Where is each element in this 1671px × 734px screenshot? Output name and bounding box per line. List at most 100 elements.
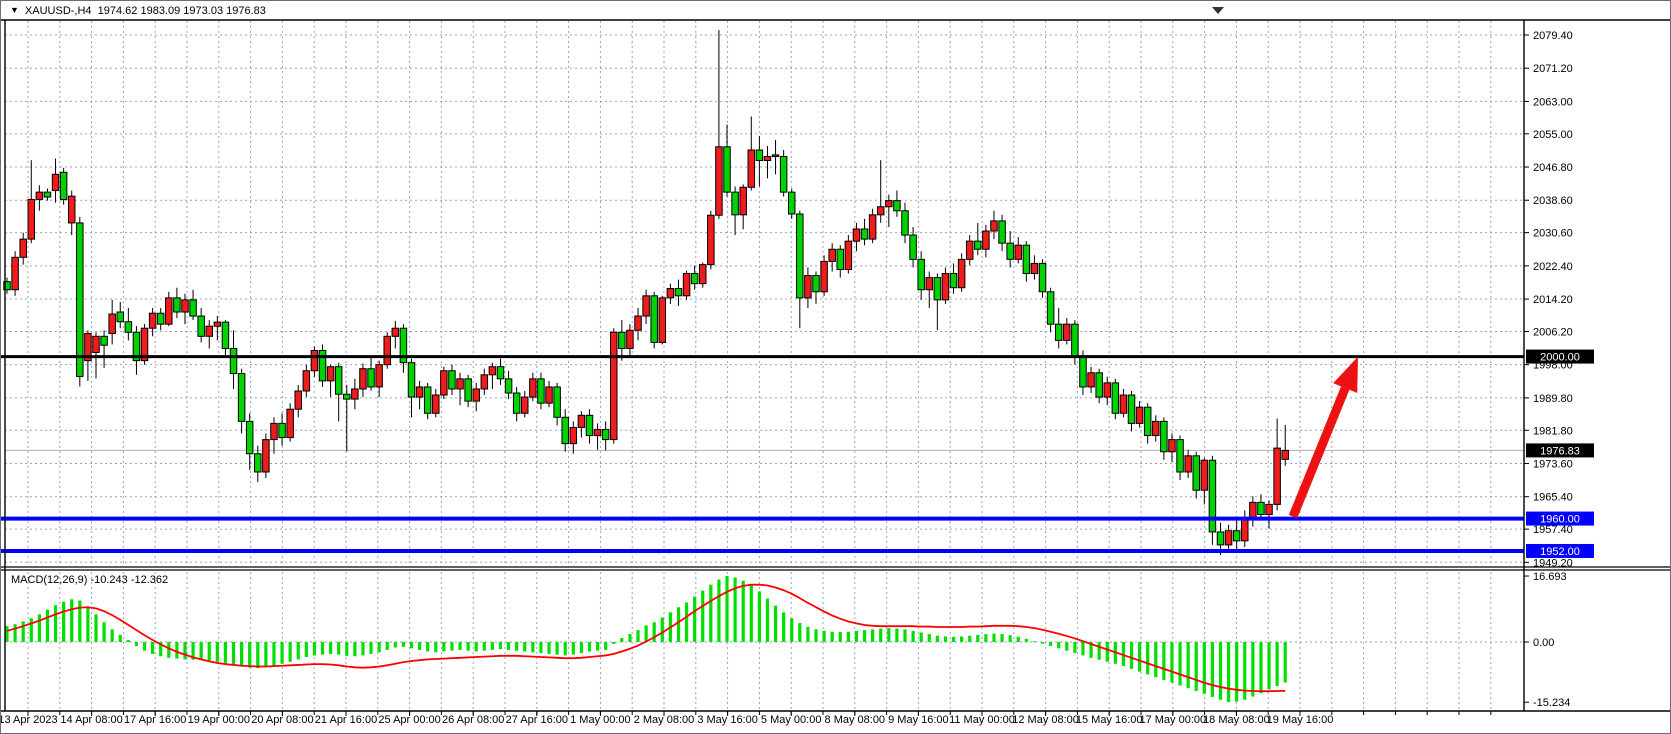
macd-histogram-bar <box>539 642 543 654</box>
candlesticks <box>3 30 1289 556</box>
price-badge-1952.00 <box>1526 543 1594 558</box>
candle-body-bear <box>787 191 796 215</box>
macd-histogram-bar <box>207 642 211 661</box>
macd-histogram-bar <box>612 642 616 644</box>
candle-body-bear <box>618 331 626 349</box>
pane-borders <box>1 19 1670 712</box>
macd-histogram-bar <box>1024 638 1028 642</box>
arrow-shaft[interactable] <box>1288 386 1350 519</box>
candle-body-bull <box>521 396 529 414</box>
macd-histogram-bar <box>903 629 907 642</box>
macd-histogram-bar <box>838 632 842 642</box>
macd-histogram-bar <box>555 642 559 655</box>
macd-histogram-bar <box>1251 642 1255 697</box>
price-axis: 2079.40 2071.20 2063.00 2055.00 2046.80 2038.… <box>1524 30 1573 569</box>
macd-histogram-bar <box>1065 642 1069 651</box>
candle-body-bear <box>755 149 764 162</box>
macd-histogram-bar <box>345 642 349 656</box>
macd-histogram-bar <box>1032 641 1037 643</box>
time-tick-label: 17 Apr 16:00 <box>124 714 186 726</box>
price-tick-label: 1965.40 <box>1533 492 1573 504</box>
macd-histogram-bar <box>175 642 179 659</box>
macd-histogram-bar <box>1178 642 1182 686</box>
candle-body-bull <box>294 390 302 410</box>
macd-histogram-bar <box>94 614 98 642</box>
candle-body-bear <box>76 222 84 377</box>
chart-shift-marker[interactable] <box>1212 7 1224 14</box>
macd-histogram-bar <box>183 642 187 660</box>
candle-body-bull <box>84 332 92 362</box>
pane-splitter[interactable] <box>1 566 1671 571</box>
candle-body-bear <box>796 213 804 299</box>
candle-body-bear <box>731 191 739 216</box>
macd-histogram-bar <box>798 623 802 642</box>
price-badge-2000.00 <box>1526 349 1594 364</box>
candle-body-bear <box>1192 455 1200 491</box>
macd-histogram-bar <box>409 642 414 649</box>
candle-body-bear <box>1143 406 1152 437</box>
macd-histogram-bar <box>223 642 228 664</box>
macd-histogram-bar <box>1146 642 1150 675</box>
candle-body-bear <box>674 288 683 297</box>
candle-body-bear <box>561 416 569 445</box>
macd-histogram-bar <box>757 591 761 642</box>
candle-body-bull <box>270 422 278 441</box>
trend-arrow[interactable] <box>1288 356 1358 519</box>
macd-histogram-bar <box>369 642 373 654</box>
macd-histogram-bar <box>490 642 494 650</box>
macd-histogram-bar <box>1267 642 1271 690</box>
candle-body-bull <box>569 426 578 445</box>
candle-body-bear <box>3 281 11 291</box>
candle-body-bull <box>351 388 359 400</box>
macd-histogram-bar <box>790 618 794 642</box>
macd-histogram-bar <box>248 642 252 668</box>
macd-histogram-bar <box>320 642 325 655</box>
svg-text:1976.83: 1976.83 <box>1540 445 1580 457</box>
candle-body-bear <box>909 234 917 260</box>
chart-title-bar: ▼ XAUUSD-,H4 1974.62 1983.09 1973.03 197… <box>1 1 1670 20</box>
price-tick-label: 2046.80 <box>1533 162 1573 174</box>
candle-body-bull <box>11 256 19 291</box>
macd-histogram-bar <box>652 622 656 642</box>
price-tick-label: 2006.20 <box>1533 326 1573 338</box>
candle-body-bull <box>1265 503 1273 516</box>
candle-body-bull <box>698 264 707 285</box>
candle-body-bear <box>334 366 343 395</box>
time-tick-label: 8 May 08:00 <box>825 714 886 726</box>
candle-body-bear <box>1071 323 1079 358</box>
candle-body-bear <box>690 273 699 285</box>
candle-body-bull <box>1200 459 1209 491</box>
candle-body-bear <box>1038 262 1047 293</box>
macd-histogram-bar <box>1210 642 1215 697</box>
candle-body-bear <box>949 273 958 289</box>
candle-body-bull <box>310 349 319 372</box>
macd-histogram-bar <box>984 634 988 642</box>
candle-body-bear <box>1208 459 1217 533</box>
macd-histogram-bar <box>167 642 171 658</box>
candle-body-bear <box>901 210 909 236</box>
macd-histogram-bar <box>563 642 567 656</box>
macd-histogram-bar <box>854 630 859 642</box>
candle-body-bull <box>1184 455 1192 473</box>
symbol-dropdown-icon[interactable]: ▼ <box>10 5 19 15</box>
macd-histogram-bar <box>13 624 17 642</box>
macd-histogram-bar <box>871 629 875 642</box>
macd-histogram-bar <box>676 607 681 642</box>
candle-body-bear <box>585 414 594 437</box>
candle-body-bull <box>1273 447 1281 505</box>
price-tick-label: 2063.00 <box>1533 96 1573 108</box>
candle-body-bull <box>820 260 828 293</box>
macd-histogram-bar <box>887 628 891 642</box>
candle-body-bull <box>1087 372 1095 388</box>
arrow-head[interactable] <box>1333 356 1358 393</box>
candle-body-bull <box>326 366 335 382</box>
candle-body-bear <box>836 248 845 270</box>
candle-body-bear <box>423 386 432 414</box>
candle-body-bull <box>868 214 877 240</box>
price-tick-label: 1957.40 <box>1533 524 1573 536</box>
candle-body-bull <box>1014 244 1022 260</box>
candle-body-bear <box>116 311 125 323</box>
macd-histogram-bar <box>531 642 535 653</box>
candle-body-bull <box>440 370 448 396</box>
